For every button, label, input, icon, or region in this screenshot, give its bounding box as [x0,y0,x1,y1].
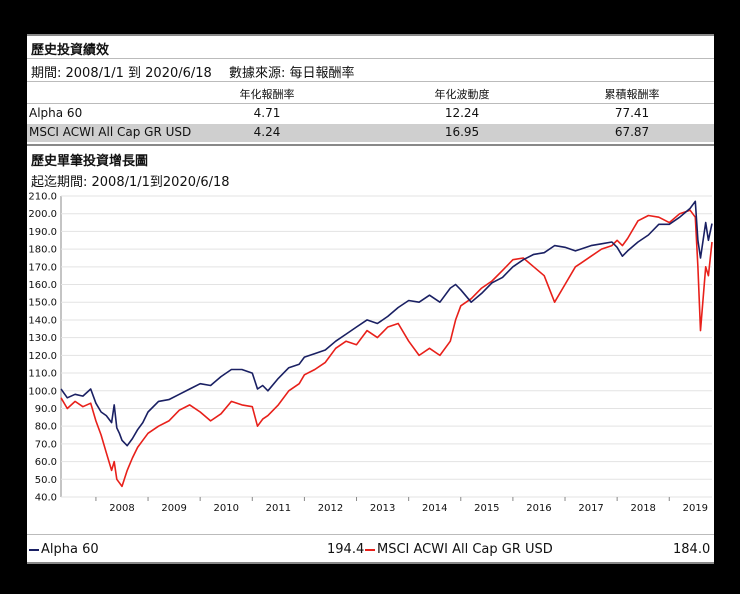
series-line-alpha-60 [60,200,713,447]
legend-swatch [29,548,39,551]
y-tick-label: 50.0 [35,475,57,486]
performance-title: 歷史投資績效 [31,43,110,58]
y-tick-label: 100.0 [28,386,57,397]
header-annual-return: 年化報酬率 [239,88,295,101]
series-line-msci-acwi [60,209,713,488]
x-tick-label: 2013 [370,503,395,514]
legend-alpha: Alpha 60 [29,542,99,557]
top-border [27,34,714,36]
report-panel: 歷史投資績效 期間: 2008/1/1 到 2020/6/18 數據來源: 每日… [27,34,714,564]
performance-period: 期間: 2008/1/1 到 2020/6/18 數據來源: 每日報酬率 [31,66,355,81]
divider [27,103,714,104]
y-tick-label: 200.0 [28,209,57,220]
section-border [27,144,714,146]
x-tick-label: 2019 [683,503,708,514]
x-tick-label: 2014 [422,503,447,514]
volatility-value: 16.95 [444,125,480,139]
annual-return-value: 4.71 [253,106,281,120]
volatility-value: 12.24 [444,106,480,120]
header-volatility: 年化波動度 [434,88,490,101]
x-tick-label: 2015 [474,503,499,514]
y-tick-label: 140.0 [28,315,57,326]
y-tick-label: 80.0 [35,422,57,433]
x-tick-label: 2018 [630,503,655,514]
x-tick-label: 2017 [578,503,603,514]
annual-return-value: 4.24 [253,125,281,139]
y-tick-label: 210.0 [28,192,57,203]
growth-title: 歷史單筆投資增長圖 [31,154,149,169]
x-tick-label: 2016 [526,503,551,514]
legend-label: MSCI ACWI All Cap GR USD [377,542,553,557]
y-tick-label: 150.0 [28,298,57,309]
legend-swatch [365,548,375,551]
header-cumulative: 累積報酬率 [604,88,660,101]
y-tick-label: 160.0 [28,280,57,291]
x-tick-label: 2011 [266,503,291,514]
y-tick-label: 180.0 [28,245,57,256]
table-row: Alpha 60 4.71 12.24 77.41 [27,105,714,123]
x-tick-label: 2008 [109,503,134,514]
y-tick-label: 70.0 [35,439,57,450]
y-tick-label: 90.0 [35,404,57,415]
divider [27,58,714,59]
divider [27,81,714,82]
fund-name: MSCI ACWI All Cap GR USD [29,125,192,139]
y-tick-label: 60.0 [35,457,57,468]
legend-label: Alpha 60 [41,542,99,557]
y-tick-label: 40.0 [35,493,57,504]
growth-chart: 40.0 50.0 60.0 70.0 80.0 90.0 100.0 110.0 120.0 1… [28,192,713,514]
legend-msci: MSCI ACWI All Cap GR USD [365,542,553,557]
x-tick-label: 2012 [318,503,343,514]
cumulative-value: 77.41 [614,106,650,120]
legend-alpha-value: 194.4 [327,542,365,557]
y-tick-label: 120.0 [28,351,57,362]
y-tick-label: 170.0 [28,262,57,273]
y-tick-label: 130.0 [28,333,57,344]
divider [27,534,714,535]
fund-name: Alpha 60 [29,106,83,120]
cumulative-value: 67.87 [614,125,650,139]
table-row: MSCI ACWI All Cap GR USD 4.24 16.95 67.8… [27,124,714,142]
y-tick-label: 190.0 [28,227,57,238]
legend-msci-value: 184.0 [673,542,711,557]
growth-period: 起迄期間: 2008/1/1到2020/6/18 [31,175,230,190]
x-tick-label: 2010 [213,503,238,514]
bottom-border [27,562,714,564]
y-tick-label: 110.0 [28,369,57,380]
x-tick-label: 2009 [161,503,186,514]
